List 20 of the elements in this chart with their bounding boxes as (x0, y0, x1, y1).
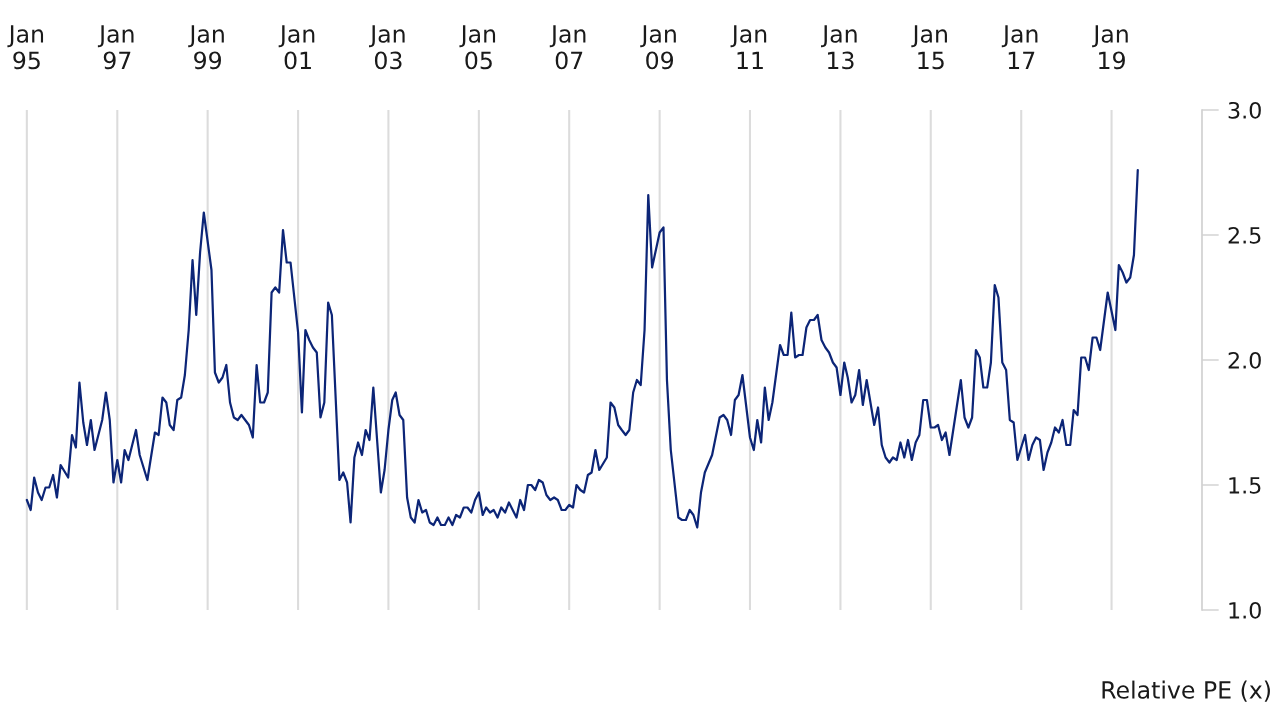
x-tick-label: Jan 97 (97, 25, 134, 70)
x-tick-label: Jan 03 (368, 25, 405, 70)
x-tick-label: Jan 15 (911, 25, 947, 70)
y-tick-label: 1.5 (1229, 477, 1261, 494)
x-tick-label: Jan 99 (188, 25, 224, 70)
text: Relative PE (x) (1102, 680, 1270, 702)
x-tick-label: Jan 17 (1001, 25, 1038, 69)
x-tick-label: Jan 13 (821, 25, 857, 70)
y-tick-label: 1.0 (1229, 601, 1261, 619)
x-tick-label: Jan 19 (1092, 25, 1128, 70)
x-tick-label: Jan 09 (640, 25, 676, 70)
line-series (25, 168, 1139, 529)
y-tick-label: 3.0 (1228, 101, 1261, 119)
y-tick-label: 2.0 (1228, 351, 1261, 369)
y-tick-label: 2.5 (1228, 226, 1261, 244)
x-tick-label: Jan 05 (459, 25, 496, 70)
x-tick-label: Jan 95 (7, 25, 44, 70)
x-tick-label: Jan 01 (278, 25, 315, 70)
x-tick-label: Jan 11 (730, 25, 767, 69)
x-tick-label: Jan 07 (549, 25, 586, 70)
